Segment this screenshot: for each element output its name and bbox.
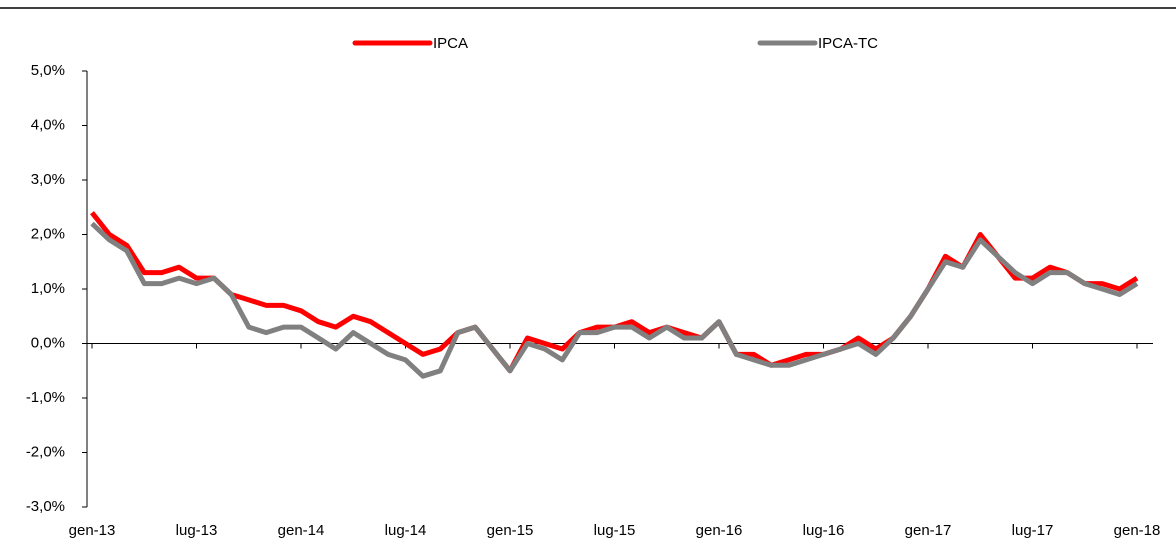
x-tick-label: gen-17: [905, 522, 952, 539]
y-tick-label: 5,0%: [31, 62, 65, 79]
x-tick-label: gen-15: [487, 522, 534, 539]
x-tick-label: gen-14: [278, 522, 325, 539]
legend-label: IPCA-TC: [818, 35, 878, 52]
x-tick-label: gen-18: [1114, 522, 1161, 539]
y-tick-label: 0,0%: [31, 334, 65, 351]
x-tick-label: lug-13: [176, 522, 218, 539]
x-tick-label: lug-16: [803, 522, 845, 539]
x-tick-label: lug-15: [594, 522, 636, 539]
y-tick-label: -2,0%: [26, 443, 65, 460]
x-tick-label: lug-14: [385, 522, 427, 539]
y-tick-label: -3,0%: [26, 498, 65, 515]
series-line: [90, 221, 1139, 379]
y-tick-label: -1,0%: [26, 389, 65, 406]
y-tick-label: 1,0%: [31, 280, 65, 297]
legend-label: IPCA: [433, 35, 468, 52]
y-tick-label: 4,0%: [31, 116, 65, 133]
y-tick-label: 3,0%: [31, 171, 65, 188]
x-tick-label: gen-13: [69, 522, 116, 539]
x-tick-label: gen-16: [696, 522, 743, 539]
x-tick-label: lug-17: [1012, 522, 1054, 539]
y-tick-label: 2,0%: [31, 225, 65, 242]
